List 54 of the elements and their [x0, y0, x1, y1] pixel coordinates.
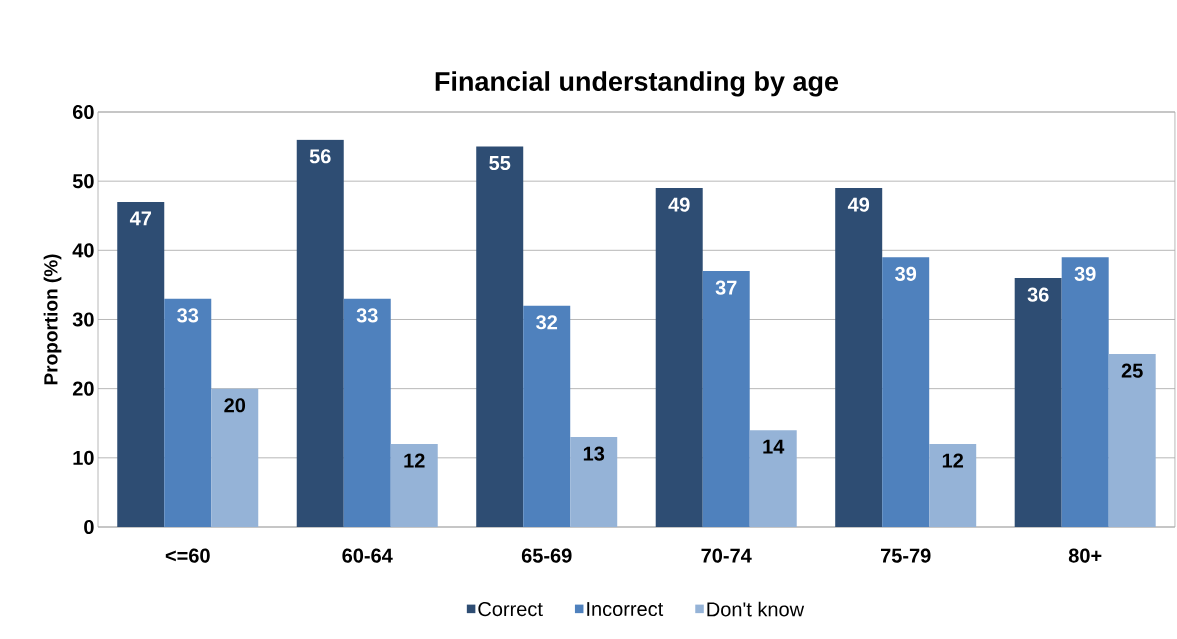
bar: [882, 257, 930, 527]
bar: [523, 305, 571, 527]
data-label: 39: [895, 266, 917, 281]
bar: [296, 139, 344, 527]
data-label: 12: [942, 453, 964, 468]
bar: [570, 437, 618, 527]
bar: [476, 146, 524, 527]
y-tick-label: 50: [72, 174, 94, 189]
data-label: 37: [715, 280, 737, 295]
bar: [390, 443, 438, 527]
y-tick-label: 60: [72, 104, 94, 120]
data-label: 13: [583, 446, 605, 461]
data-label: 49: [668, 197, 690, 212]
data-label: 36: [1027, 287, 1049, 302]
bar: [749, 430, 797, 527]
y-tick-label: 20: [72, 381, 94, 396]
y-tick-label: 10: [73, 450, 94, 465]
data-label: 20: [224, 398, 246, 413]
data-label: 49: [847, 197, 870, 212]
data-label: 14: [763, 439, 785, 454]
bar: [1108, 354, 1156, 527]
bar: [1061, 257, 1109, 527]
x-tick-label: 65-69: [521, 548, 572, 563]
chart-title: Financial understanding by age: [435, 71, 839, 97]
bar: [164, 298, 212, 527]
y-tick-label: 0: [84, 519, 94, 535]
legend-label: Correct: [478, 602, 543, 617]
legend-label: Incorrect: [587, 602, 664, 617]
bar: [211, 388, 259, 527]
bar: [117, 201, 165, 527]
legend-label: Don't know: [707, 601, 805, 617]
data-label: 39: [1074, 266, 1096, 281]
bar: [702, 271, 750, 527]
x-tick-label: 70-74: [701, 548, 752, 563]
data-label: 33: [177, 308, 199, 323]
x-tick-label: 60-64: [342, 548, 393, 563]
bar: [1014, 277, 1062, 527]
y-axis-title: Proportion (%): [43, 254, 62, 385]
y-tick-label: 40: [72, 243, 94, 258]
data-label: 33: [356, 308, 378, 323]
bar: [343, 298, 391, 527]
x-tick-label: 75-79: [880, 548, 931, 563]
data-label: 55: [489, 156, 511, 171]
data-label: 25: [1121, 363, 1143, 378]
y-tick-label: 30: [72, 312, 94, 327]
data-label: 56: [309, 149, 331, 164]
data-label: 32: [536, 315, 558, 330]
data-label: 47: [129, 211, 151, 226]
bar: [655, 188, 703, 527]
bar: [835, 188, 883, 527]
bar: [929, 443, 977, 527]
x-tick-label: 80+: [1068, 548, 1102, 563]
x-tick-label: <=60: [165, 548, 210, 563]
data-label: 12: [404, 453, 425, 468]
